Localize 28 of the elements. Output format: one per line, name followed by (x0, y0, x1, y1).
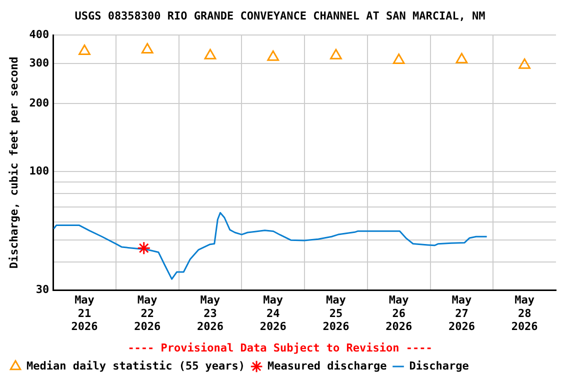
x-tick-label: May 25 2026 (322, 294, 350, 334)
text: ---- Provisional Data Subject to Revision ---- (128, 341, 432, 354)
y-tick-label: 100 (29, 164, 50, 178)
legend-label: Measured discharge (268, 359, 388, 372)
point (330, 48, 342, 60)
x-tick-label: May 22 2026 (134, 294, 161, 334)
y-tick-label: 300 (29, 56, 50, 70)
point (78, 44, 90, 55)
y-tick-label: 200 (29, 96, 50, 110)
x-tick-label: May 21 2026 (71, 294, 98, 334)
point (518, 58, 531, 69)
x-tick-label: May 28 2026 (511, 294, 538, 334)
point (137, 241, 151, 255)
y-tick-label: 400 (29, 28, 50, 42)
point (456, 52, 468, 64)
legend-label: Discharge (409, 359, 470, 372)
y-axis-title: Discharge, cubic feet per second (7, 56, 20, 269)
point (392, 54, 405, 64)
point (141, 43, 154, 54)
x-tick-label: May 24 2026 (260, 294, 287, 334)
x-tick-label: May 27 2026 (448, 294, 476, 334)
point (267, 50, 280, 61)
chart-title: USGS 08358300 RIO GRANDE CONVEYANCE CHANNEL AT SAN MARCIAL, NM (74, 9, 486, 22)
x-tick-label: May 26 2026 (386, 294, 412, 334)
y-tick-label: 30 (36, 283, 50, 296)
point (204, 48, 216, 60)
x-tick-label: May 23 2026 (196, 294, 224, 334)
legend-label: Median daily statistic (55 years) (26, 359, 246, 372)
